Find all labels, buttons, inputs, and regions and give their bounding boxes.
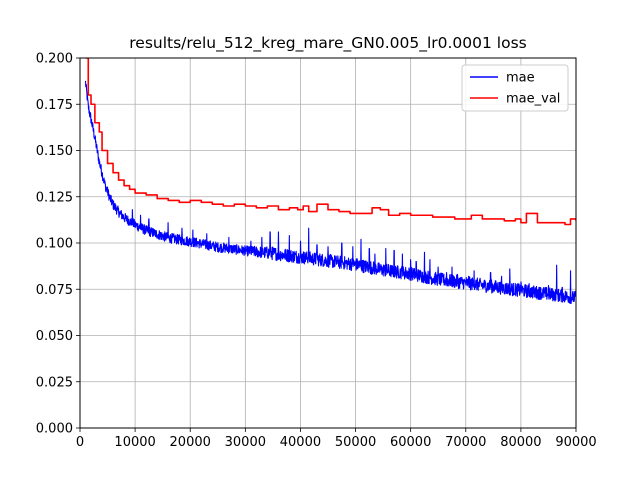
y-tick-label: 0.200 (36, 52, 73, 67)
x-tick-label: 90000 (555, 435, 596, 450)
x-tick-label: 0 (76, 435, 84, 450)
y-tick-label: 0.000 (36, 422, 73, 437)
y-tick-label: 0.050 (36, 329, 73, 344)
x-tick-label: 70000 (445, 435, 486, 450)
legend-label-mae: mae (506, 71, 535, 86)
x-tick-label: 20000 (170, 435, 211, 450)
legend: mae mae_val (461, 64, 569, 112)
chart-title: results/relu_512_kreg_mare_GN0.005_lr0.0… (129, 34, 527, 53)
x-tick-label: 50000 (335, 435, 376, 450)
x-tick-label: 10000 (114, 435, 155, 450)
y-tick-label: 0.175 (36, 98, 73, 113)
x-tick-label: 40000 (280, 435, 321, 450)
legend-label-mae-val: mae_val (506, 92, 560, 107)
x-tick-label: 30000 (225, 435, 266, 450)
y-tick-label: 0.100 (36, 237, 73, 252)
plot-area: 0 10000 20000 30000 40000 50000 60000 70000 8000… (36, 52, 597, 451)
series-line-mae (84, 80, 576, 305)
x-tick-label: 80000 (500, 435, 541, 450)
x-tick-label: 60000 (390, 435, 431, 450)
series-line-mae-val (85, 58, 576, 226)
y-tick-label: 0.125 (36, 190, 73, 205)
y-tick-label: 0.075 (36, 283, 73, 298)
y-tick-label: 0.025 (36, 375, 73, 390)
y-tick-label: 0.150 (36, 144, 73, 159)
